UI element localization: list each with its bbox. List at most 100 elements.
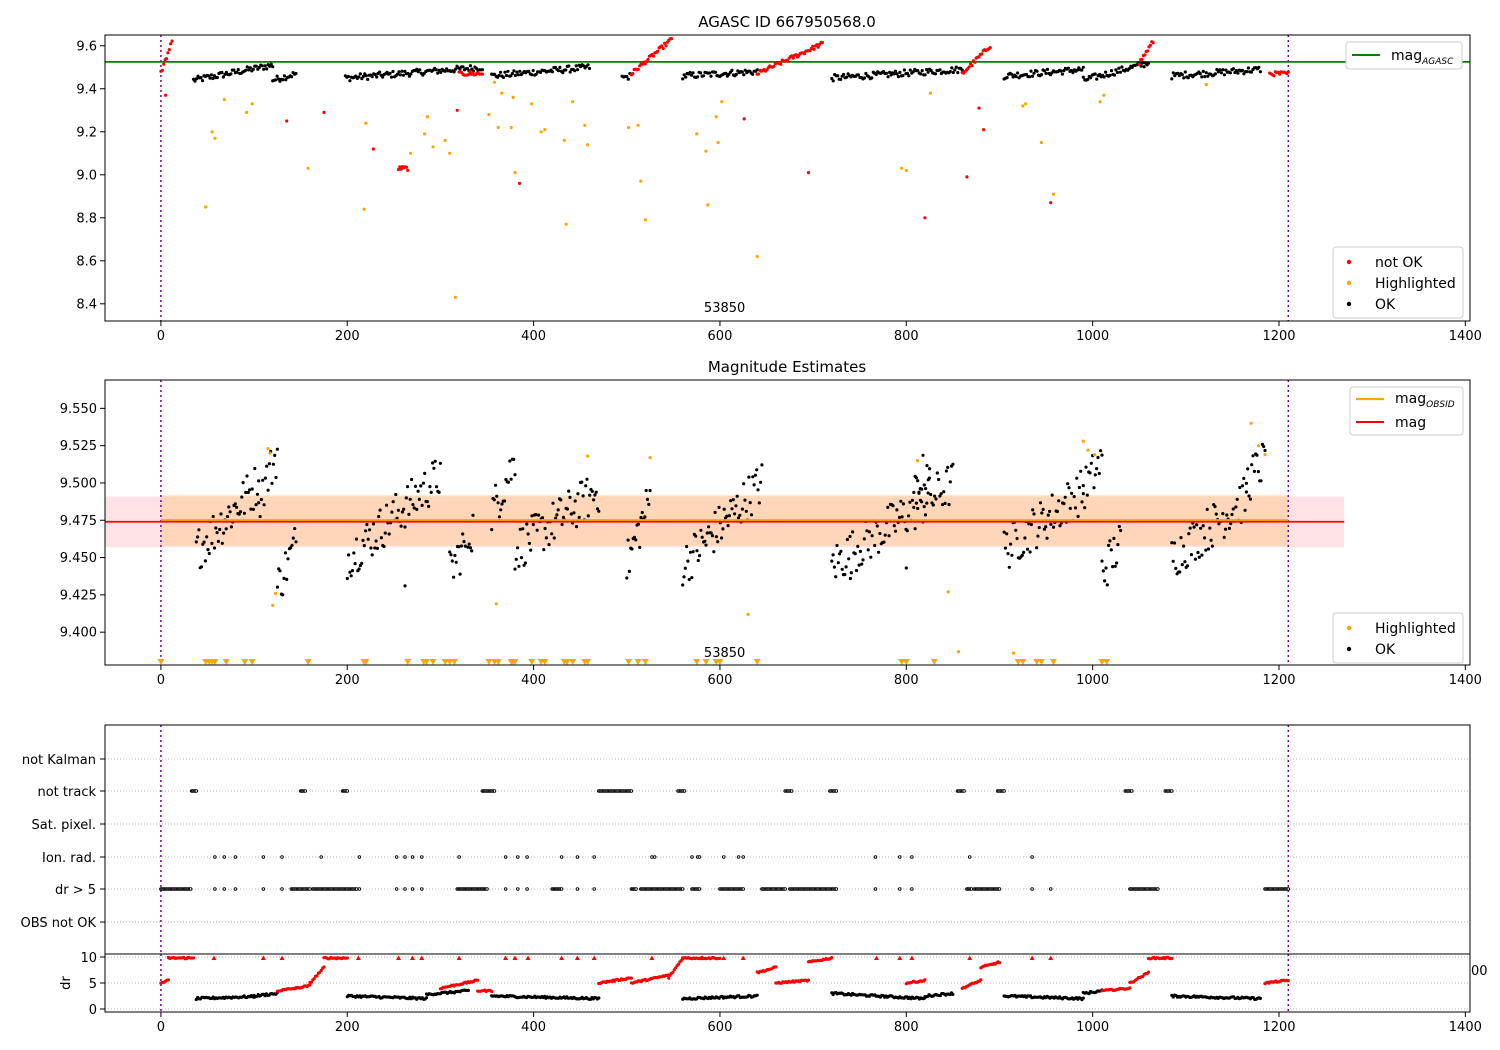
ok-point <box>1073 506 1078 510</box>
flag-marker <box>690 855 694 859</box>
ok-point <box>354 537 358 541</box>
ok-point <box>956 71 960 75</box>
ok-point <box>853 552 857 556</box>
flag-marker <box>394 887 399 891</box>
dr-flag-marker <box>909 955 915 961</box>
ok-point <box>747 475 751 479</box>
ok-point <box>576 492 580 496</box>
ok-point <box>886 75 890 79</box>
ok-point <box>208 76 212 80</box>
ok-point <box>504 477 508 482</box>
ok-point <box>593 493 597 497</box>
highlighted-point <box>492 80 497 84</box>
clipped-highlighted-marker <box>429 659 437 665</box>
not-ok-point <box>518 181 522 185</box>
ok-point <box>504 73 509 78</box>
flag-marker <box>969 887 974 891</box>
panel-dr: 0 5 10 dr 0 200 400 600 800 1000 1200 1400 00 <box>59 951 1488 1035</box>
ok-point <box>574 525 579 529</box>
ok-point <box>294 540 298 544</box>
ok-point <box>408 497 412 501</box>
ok-point <box>1010 72 1014 76</box>
ok-point <box>461 65 465 69</box>
highlighted-point <box>271 603 275 607</box>
ok-point <box>738 513 742 517</box>
flag-marker <box>962 789 966 793</box>
ok-point <box>627 569 632 574</box>
ok-point <box>199 565 204 569</box>
ok-point <box>893 69 898 73</box>
dr-flag-marker <box>396 955 401 961</box>
ok-point <box>1201 524 1205 528</box>
not-ok-point <box>651 54 656 58</box>
x-tick-label: 600 <box>708 1020 733 1035</box>
ok-point <box>1084 465 1088 469</box>
ok-point <box>1076 514 1080 519</box>
ok-point <box>1215 67 1219 72</box>
dr-not-ok-point <box>676 962 681 966</box>
dr-not-ok-point <box>923 978 927 982</box>
not-ok-point <box>757 72 761 76</box>
not-ok-point <box>802 52 807 56</box>
ok-point <box>1027 522 1031 526</box>
ok-point <box>1178 570 1182 574</box>
ok-point <box>561 515 566 520</box>
ok-point <box>1066 66 1070 70</box>
dr-flag-marker <box>279 955 285 961</box>
flag-marker <box>403 855 407 859</box>
ok-point <box>506 480 511 484</box>
ok-point <box>1063 495 1067 499</box>
ok-point <box>373 72 377 77</box>
highlighted-point <box>431 145 435 149</box>
ok-point <box>462 540 466 544</box>
dr-flag-marker <box>897 955 903 961</box>
ok-point <box>551 501 555 505</box>
dr-flag-marker <box>211 955 217 961</box>
panel2-legend2-label: mag <box>1395 415 1426 431</box>
ok-point <box>1041 507 1045 511</box>
ok-point <box>1231 507 1235 511</box>
ok-point <box>1200 75 1204 79</box>
ok-point <box>273 453 277 457</box>
ok-point <box>1035 546 1039 550</box>
ok-point <box>1111 565 1115 569</box>
dr-not-ok-point <box>671 970 675 975</box>
highlighted-point <box>273 591 278 596</box>
highlighted-point <box>716 140 720 145</box>
ok-point <box>271 462 275 466</box>
not-ok-point <box>636 67 640 71</box>
ok-point <box>1206 547 1211 551</box>
ok-point <box>281 593 285 597</box>
ok-point <box>1098 72 1102 77</box>
highlighted-point <box>423 132 427 136</box>
highlighted-point <box>956 650 961 654</box>
not-ok-point <box>816 45 820 49</box>
ok-point <box>1170 77 1174 81</box>
ok-point <box>221 75 225 79</box>
ok-point <box>840 567 844 571</box>
highlighted-point <box>409 151 413 155</box>
not-ok-point <box>164 57 169 61</box>
dr-ok-point <box>951 992 955 997</box>
ok-point <box>710 534 715 538</box>
ok-point <box>1189 553 1194 557</box>
ok-point <box>470 549 474 553</box>
ok-point <box>293 527 297 531</box>
ok-point <box>722 507 726 511</box>
ok-point <box>285 577 289 582</box>
ok-point <box>1035 69 1039 73</box>
ok-point <box>690 576 694 580</box>
ok-point <box>1120 65 1124 69</box>
ok-point <box>534 72 538 76</box>
dr-flag-marker <box>649 955 655 961</box>
ok-point <box>523 561 528 565</box>
highlighted-point <box>494 602 498 606</box>
ok-point <box>1085 493 1089 497</box>
ok-point <box>926 70 930 74</box>
ok-point <box>514 557 518 561</box>
ok-point <box>259 497 263 502</box>
ok-point <box>645 497 650 501</box>
ok-point <box>415 507 419 511</box>
flag-label: dr > 5 <box>55 883 96 898</box>
ok-point <box>713 510 717 514</box>
